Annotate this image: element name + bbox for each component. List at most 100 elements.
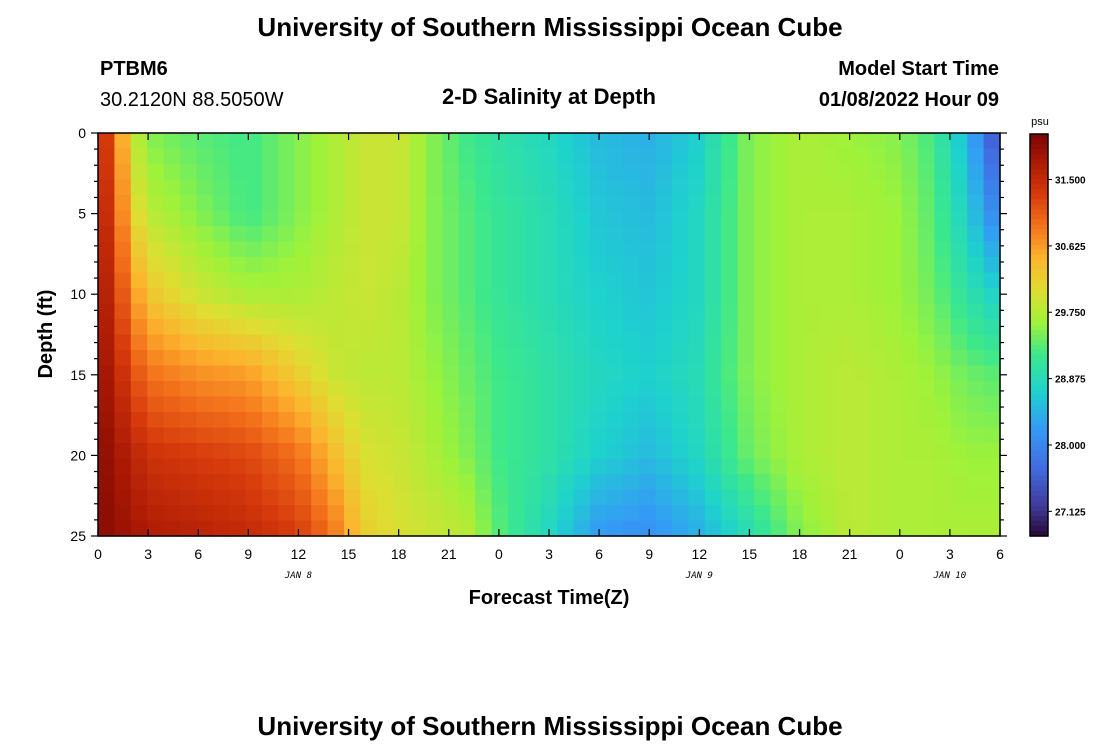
- heatmap-cell: [376, 412, 394, 429]
- heatmap-cell: [426, 334, 443, 351]
- heatmap-cell: [885, 303, 903, 320]
- heatmap-cell: [885, 458, 903, 475]
- heatmap-cell: [409, 195, 427, 212]
- heatmap-cell: [524, 179, 542, 196]
- heatmap-cell: [803, 334, 821, 351]
- heatmap-cell: [540, 257, 558, 274]
- heatmap-cell: [868, 350, 886, 367]
- heatmap-cell: [918, 179, 935, 196]
- heatmap-cell: [475, 396, 493, 413]
- heatmap-cell: [245, 396, 263, 413]
- colorbar-segment: [1030, 425, 1048, 432]
- x-tick-label: 3: [946, 546, 954, 562]
- heatmap-cell: [393, 443, 411, 460]
- heatmap-cell: [655, 334, 673, 351]
- heatmap-cell: [294, 148, 312, 165]
- date-label: JAN 10: [933, 571, 967, 581]
- heatmap-cell: [311, 443, 329, 460]
- heatmap-cell: [852, 241, 870, 258]
- heatmap-cell: [704, 334, 722, 351]
- station-coords: 30.2120N 88.5050W: [100, 89, 284, 111]
- heatmap-cell: [803, 164, 821, 181]
- colorbar-segment: [1030, 340, 1048, 346]
- heatmap-cell: [212, 381, 230, 398]
- heatmap-cell: [524, 396, 542, 413]
- heatmap-cell: [327, 489, 345, 506]
- heatmap-cell: [770, 179, 788, 196]
- heatmap-cell: [475, 195, 493, 212]
- heatmap-cell: [327, 257, 345, 274]
- heatmap-cell: [114, 396, 132, 413]
- heatmap-cell: [557, 179, 575, 196]
- heatmap-cell: [819, 303, 837, 320]
- heatmap-cell: [983, 133, 1001, 150]
- heatmap-cell: [836, 412, 853, 429]
- heatmap-cell: [852, 520, 870, 537]
- heatmap-cell: [540, 288, 558, 305]
- heatmap-cell: [803, 396, 821, 413]
- colorbar-segment: [1030, 415, 1048, 422]
- heatmap-cell: [852, 396, 870, 413]
- heatmap-cell: [622, 427, 640, 444]
- heatmap-cell: [901, 427, 919, 444]
- heatmap-cell: [737, 164, 755, 181]
- heatmap-cell: [163, 226, 181, 243]
- heatmap-cell: [819, 489, 837, 506]
- heatmap-cell: [360, 427, 378, 444]
- colorbar-segment: [1030, 525, 1048, 532]
- heatmap-cell: [376, 288, 394, 305]
- heatmap-cell: [278, 412, 296, 429]
- heatmap-cell: [180, 164, 197, 181]
- heatmap-cell: [294, 443, 312, 460]
- heatmap-cell: [819, 288, 837, 305]
- heatmap-cell: [639, 210, 657, 227]
- heatmap-cell: [786, 350, 804, 367]
- heatmap-cell: [737, 505, 755, 522]
- heatmap-cell: [836, 520, 853, 537]
- heatmap-cell: [688, 381, 706, 398]
- colorbar-segment: [1030, 480, 1048, 487]
- heatmap-cell: [983, 412, 1001, 429]
- heatmap-cell: [540, 505, 558, 522]
- heatmap-cell: [376, 443, 394, 460]
- y-tick-label: 10: [70, 286, 86, 302]
- heatmap-cell: [294, 520, 312, 537]
- heatmap-cell: [180, 148, 197, 165]
- heatmap-cell: [229, 210, 247, 227]
- heatmap-cell: [98, 396, 115, 413]
- heatmap-cell: [524, 288, 542, 305]
- heatmap-cell: [721, 257, 739, 274]
- heatmap-cell: [376, 272, 394, 289]
- heatmap-cell: [98, 272, 115, 289]
- heatmap-cell: [442, 133, 460, 150]
- heatmap-cell: [540, 319, 558, 336]
- x-tick-label: 0: [94, 546, 102, 562]
- heatmap-cell: [967, 133, 985, 150]
- heatmap-cell: [770, 381, 788, 398]
- heatmap-cell: [721, 241, 739, 258]
- heatmap-cell: [196, 272, 214, 289]
- heatmap-cell: [672, 474, 689, 491]
- heatmap-cell: [934, 303, 952, 320]
- heatmap-cell: [426, 520, 443, 537]
- colorbar-segment: [1030, 410, 1048, 417]
- heatmap-cell: [524, 427, 542, 444]
- heatmap-cell: [770, 257, 788, 274]
- heatmap-cell: [114, 427, 132, 444]
- colorbar-tick-label: 29.750: [1055, 308, 1086, 319]
- heatmap-cell: [836, 179, 853, 196]
- heatmap-cell: [262, 520, 279, 537]
- heatmap-cell: [212, 474, 230, 491]
- heatmap-cell: [803, 241, 821, 258]
- heatmap-cell: [508, 164, 525, 181]
- heatmap-cell: [524, 350, 542, 367]
- heatmap-cell: [376, 505, 394, 522]
- heatmap-cell: [426, 288, 443, 305]
- colorbar-segment: [1030, 244, 1048, 251]
- heatmap-cell: [672, 241, 689, 258]
- heatmap-cell: [426, 505, 443, 522]
- heatmap-cell: [491, 520, 509, 537]
- heatmap-cell: [409, 350, 427, 367]
- heatmap-cell: [737, 148, 755, 165]
- heatmap-cell: [967, 272, 985, 289]
